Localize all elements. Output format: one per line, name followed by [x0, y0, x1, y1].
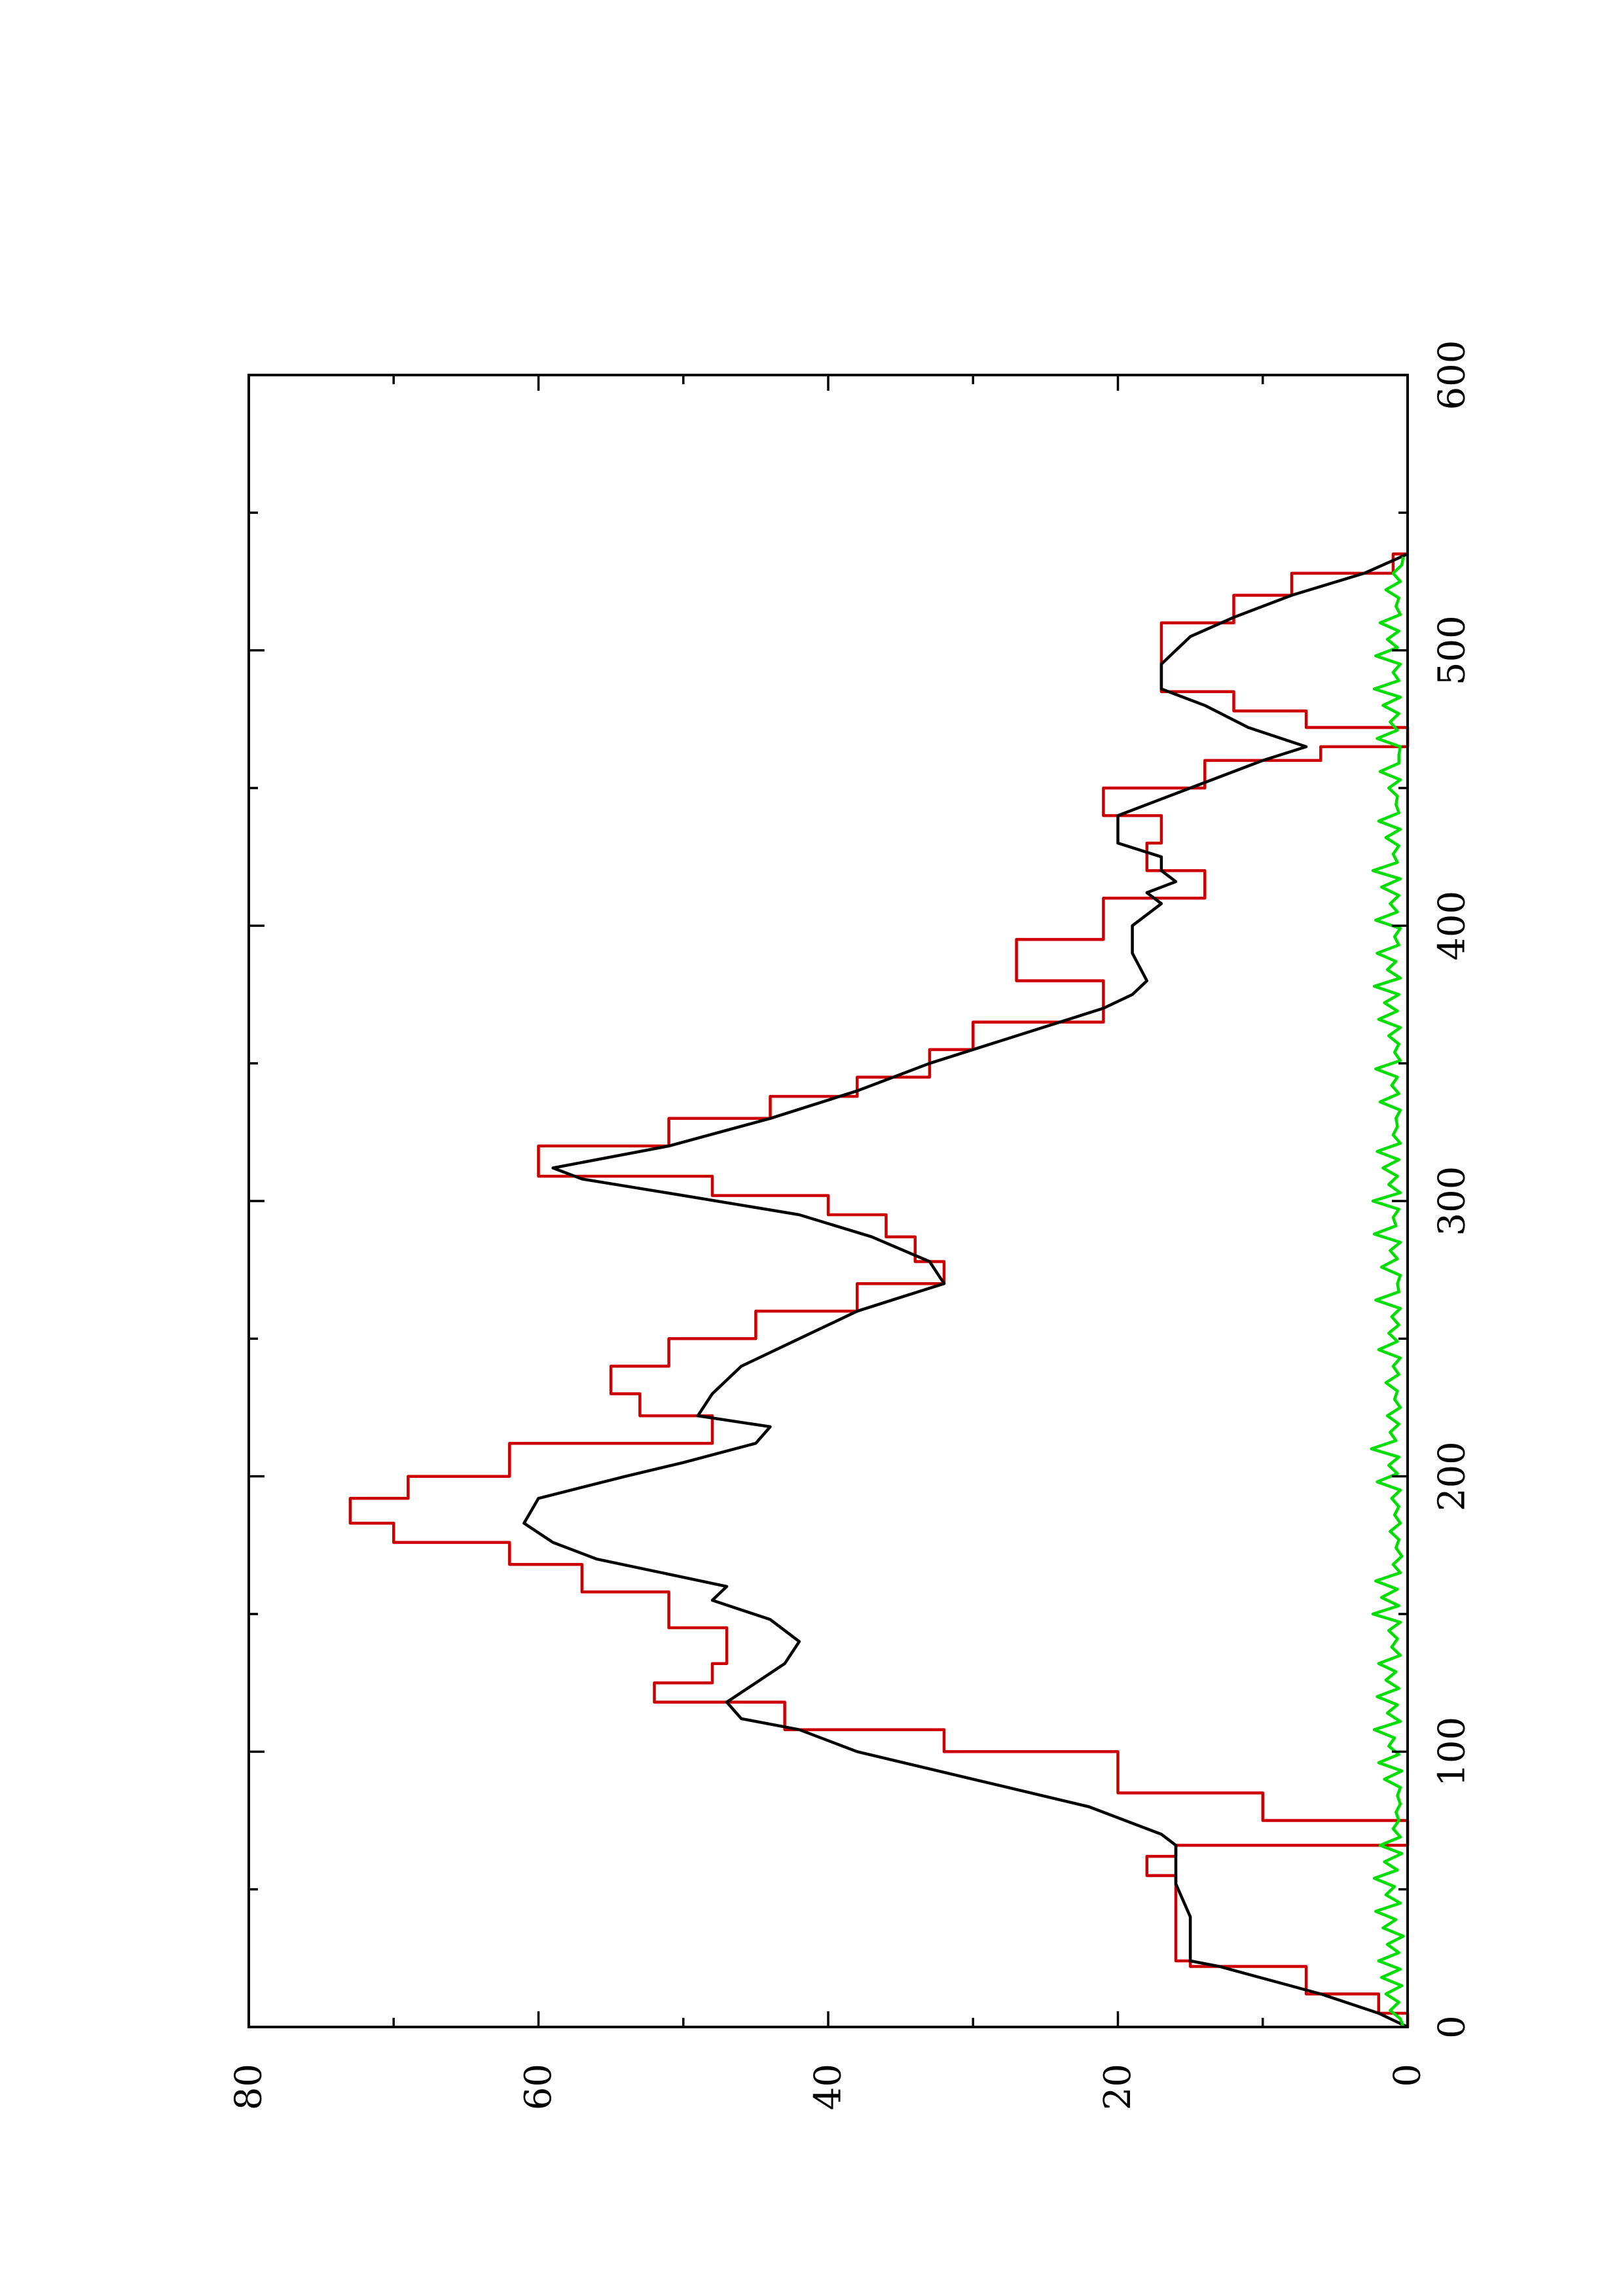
y-tick-label-0: 0 — [1387, 2064, 1429, 2087]
x-tick-label-5: 500 — [1431, 615, 1474, 685]
x-tick-label-2: 200 — [1431, 1441, 1474, 1511]
y-tick-label-1: 20 — [1097, 2064, 1139, 2110]
x-tick-label-1: 100 — [1431, 1717, 1474, 1787]
series-line-2 — [522, 552, 1408, 2029]
y-tick-label-3: 60 — [517, 2064, 560, 2110]
x-tick-label-3: 300 — [1431, 1166, 1474, 1236]
label-layer: 0 100 200 300 400 500 600 0 20 40 60 80 — [228, 340, 1474, 2111]
x-tick-label-6: 600 — [1431, 340, 1474, 410]
x-tick-label-0: 0 — [1431, 2015, 1474, 2039]
series-line-1 — [348, 552, 1410, 2027]
y-tick-label-2: 40 — [807, 2064, 850, 2110]
plot-frame — [247, 374, 1409, 2028]
series-layer — [348, 552, 1410, 2029]
series-line-3 — [1370, 556, 1405, 2028]
y-tick-label-4: 80 — [228, 2064, 270, 2110]
x-tick-label-4: 400 — [1431, 891, 1474, 961]
